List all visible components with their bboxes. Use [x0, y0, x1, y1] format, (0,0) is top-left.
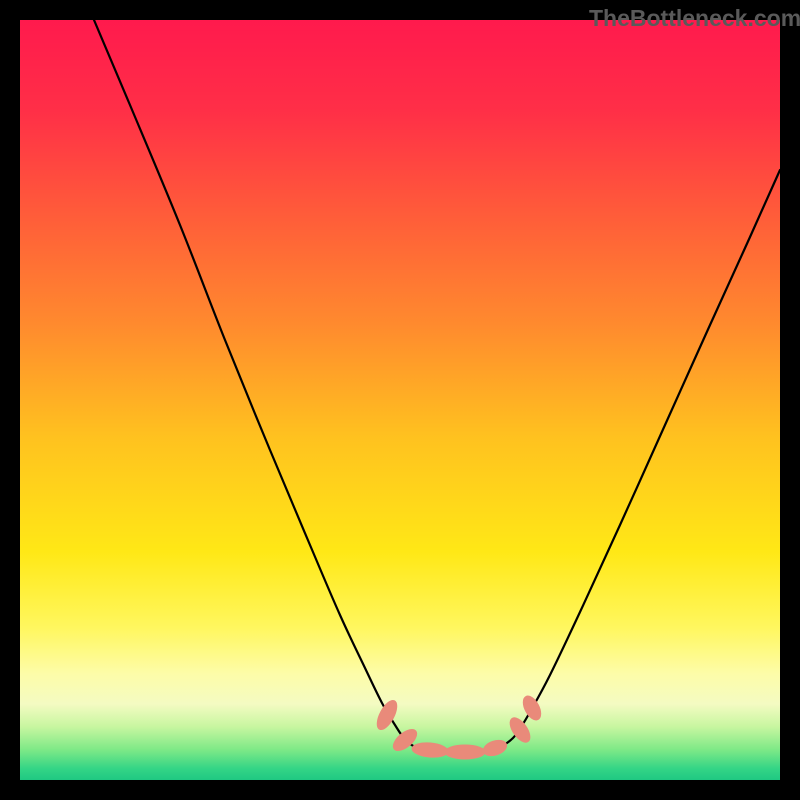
basin-marker — [445, 745, 485, 759]
plot-area — [20, 20, 780, 780]
plot-svg — [20, 20, 780, 780]
gradient-background — [20, 20, 780, 780]
watermark-text: TheBottleneck.com — [589, 5, 800, 32]
